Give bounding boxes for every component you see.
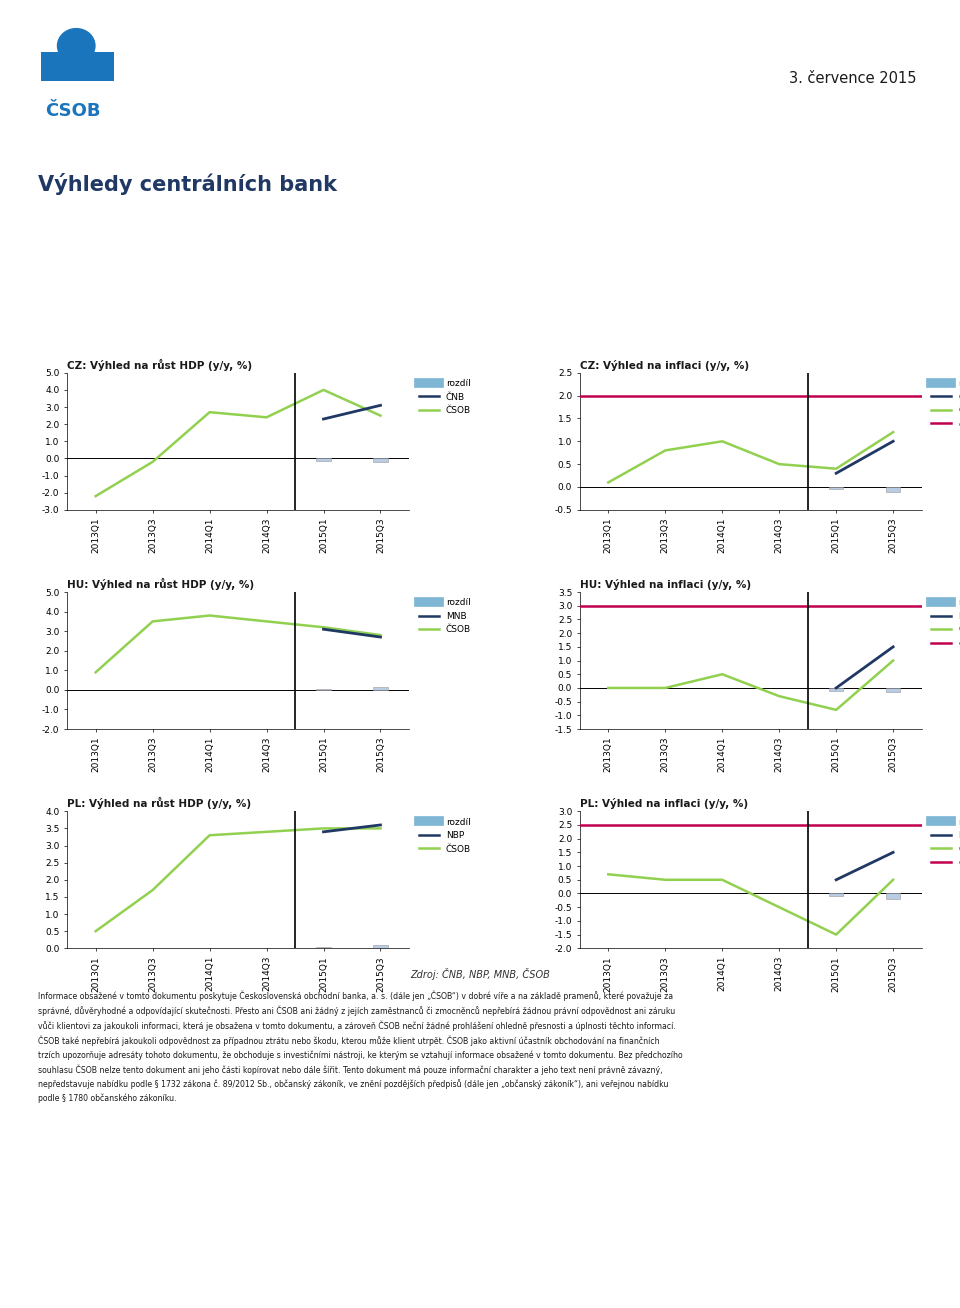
Legend: rozdíl, ČNB, ČSOB: rozdíl, ČNB, ČSOB [417, 377, 472, 417]
Text: Finanční trhy: Finanční trhy [864, 1275, 931, 1286]
Bar [373, 944, 388, 948]
Ellipse shape [58, 29, 95, 63]
Bar [317, 947, 330, 948]
Bar [317, 458, 330, 460]
Text: HU: Výhled na růst HDP (y/y, %): HU: Výhled na růst HDP (y/y, %) [67, 578, 254, 590]
Text: 3. července 2015: 3. července 2015 [789, 71, 917, 85]
Bar [373, 687, 388, 689]
Text: CZ: Výhled na inflaci (y/y, %): CZ: Výhled na inflaci (y/y, %) [580, 360, 749, 370]
Bar [829, 487, 843, 489]
Text: HU: Výhled na inflaci (y/y, %): HU: Výhled na inflaci (y/y, %) [580, 579, 751, 590]
Legend: rozdíl, NBP, ČSOB: rozdíl, NBP, ČSOB [417, 816, 472, 855]
Text: Informace obsažené v tomto dokumentu poskytuje Československá obchodní banka, a.: Informace obsažené v tomto dokumentu pos… [38, 990, 683, 1103]
Text: PL: Výhled na inflaci (y/y, %): PL: Výhled na inflaci (y/y, %) [580, 798, 748, 810]
Text: PL: Výhled na růst HDP (y/y, %): PL: Výhled na růst HDP (y/y, %) [67, 797, 252, 810]
Legend: rozdíl, MNB, ČSOB: rozdíl, MNB, ČSOB [417, 596, 472, 636]
Legend: rozdíl, NBP, ČSOB, cíl: rozdíl, NBP, ČSOB, cíl [929, 816, 960, 869]
Bar [886, 893, 900, 899]
Text: Zdroj: ČNB, NBP, MNB, ČSOB: Zdroj: ČNB, NBP, MNB, ČSOB [410, 968, 550, 980]
Legend: rozdíl, ČNB, ČSOB, cíl: rozdíl, ČNB, ČSOB, cíl [929, 377, 960, 430]
Text: Československá obchodní banka, a. s.: Československá obchodní banka, a. s. [29, 1275, 228, 1286]
Bar [829, 893, 843, 896]
FancyBboxPatch shape [41, 52, 113, 81]
Text: ČSOB: ČSOB [45, 102, 100, 120]
Text: Výhledy centrálních bank: Výhledy centrálních bank [38, 173, 337, 195]
Legend: rozdíl, MNB, ČSOB, cíl: rozdíl, MNB, ČSOB, cíl [929, 596, 960, 650]
Text: 8: 8 [476, 1274, 484, 1287]
Bar [886, 487, 900, 492]
Bar [829, 688, 843, 691]
Bar [373, 458, 388, 462]
Bar [886, 688, 900, 692]
Text: CZ: Výhled na růst HDP (y/y, %): CZ: Výhled na růst HDP (y/y, %) [67, 358, 252, 370]
